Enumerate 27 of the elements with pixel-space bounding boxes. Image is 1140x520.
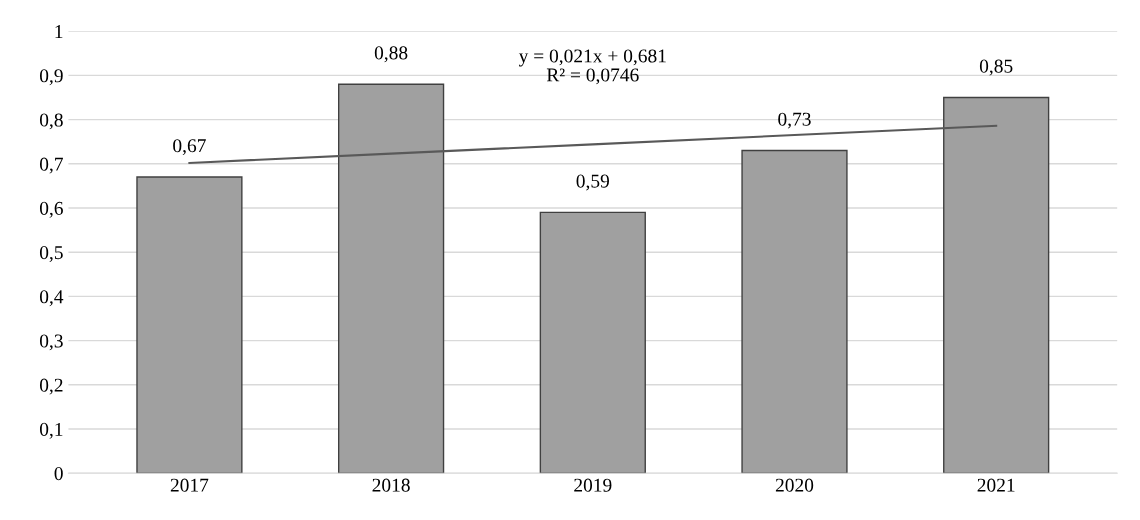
annotation: y = 0,021x + 0,681 R² = 0,0746 [518,49,666,85]
y-tick-label: 0,7 [39,157,63,174]
x-tick-label: 2017 [170,478,209,492]
bar [943,96,1050,474]
y-tick-label: 0,2 [39,378,63,395]
data-label: 0,59 [576,174,610,191]
bar [741,149,848,474]
data-label: 0,73 [778,112,811,129]
x-tick-label: 2021 [977,478,1015,492]
x-tick-label: 2018 [372,478,410,492]
y-tick-label: 0,6 [39,201,63,218]
bar [539,211,646,474]
y-tick-label: 0,4 [39,290,64,307]
y-tick-label: 1 [55,25,63,38]
bar [337,83,445,474]
y-tick-label: 0,5 [39,246,63,262]
y-tick-label: 0,9 [39,69,63,86]
data-label: 0,67 [173,139,206,156]
y-tick-label: 0 [54,467,63,481]
data-label: 0,85 [979,59,1013,76]
y-tick-label: 0,8 [39,113,63,130]
x-tick-label: 2020 [775,478,814,492]
x-tick-label: 2019 [574,478,612,492]
y-tick-label: 0,1 [39,422,63,439]
bar [136,176,243,474]
y-tick-label: 0,3 [39,334,63,351]
data-label: 0,88 [374,46,408,63]
